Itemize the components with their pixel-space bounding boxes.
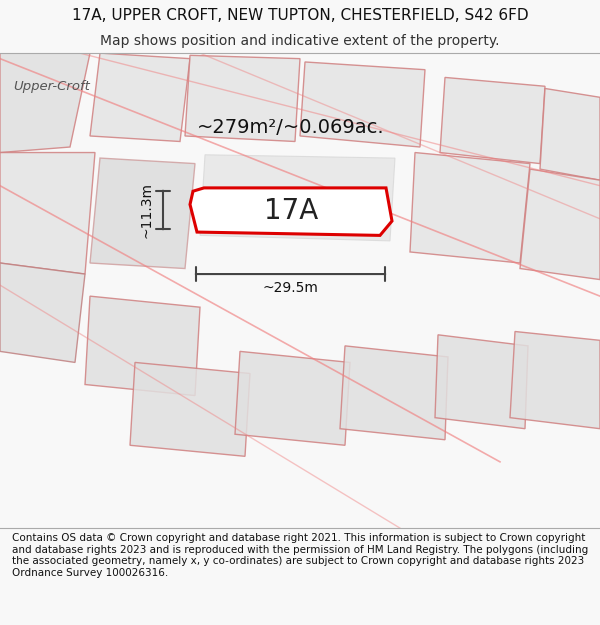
Polygon shape (185, 56, 300, 141)
Polygon shape (190, 188, 392, 236)
Text: Map shows position and indicative extent of the property.: Map shows position and indicative extent… (100, 34, 500, 48)
Text: Contains OS data © Crown copyright and database right 2021. This information is : Contains OS data © Crown copyright and d… (12, 533, 588, 578)
Polygon shape (85, 296, 200, 396)
Polygon shape (520, 169, 600, 279)
Polygon shape (410, 152, 530, 263)
Text: Upper-Croft: Upper-Croft (14, 80, 91, 92)
Polygon shape (0, 152, 95, 274)
Polygon shape (90, 158, 195, 269)
Polygon shape (235, 351, 350, 445)
Polygon shape (0, 53, 90, 152)
Polygon shape (0, 263, 85, 362)
Text: ~29.5m: ~29.5m (263, 281, 319, 296)
Polygon shape (300, 62, 425, 147)
Text: ~279m²/~0.069ac.: ~279m²/~0.069ac. (197, 118, 385, 137)
Polygon shape (340, 346, 448, 440)
Text: ~11.3m: ~11.3m (140, 182, 154, 238)
Polygon shape (435, 335, 528, 429)
Polygon shape (510, 331, 600, 429)
Polygon shape (90, 53, 190, 141)
Polygon shape (540, 89, 600, 180)
Polygon shape (200, 155, 395, 241)
Text: 17A: 17A (264, 197, 318, 225)
Text: 17A, UPPER CROFT, NEW TUPTON, CHESTERFIELD, S42 6FD: 17A, UPPER CROFT, NEW TUPTON, CHESTERFIE… (71, 8, 529, 23)
Polygon shape (440, 78, 545, 164)
Polygon shape (130, 362, 250, 456)
